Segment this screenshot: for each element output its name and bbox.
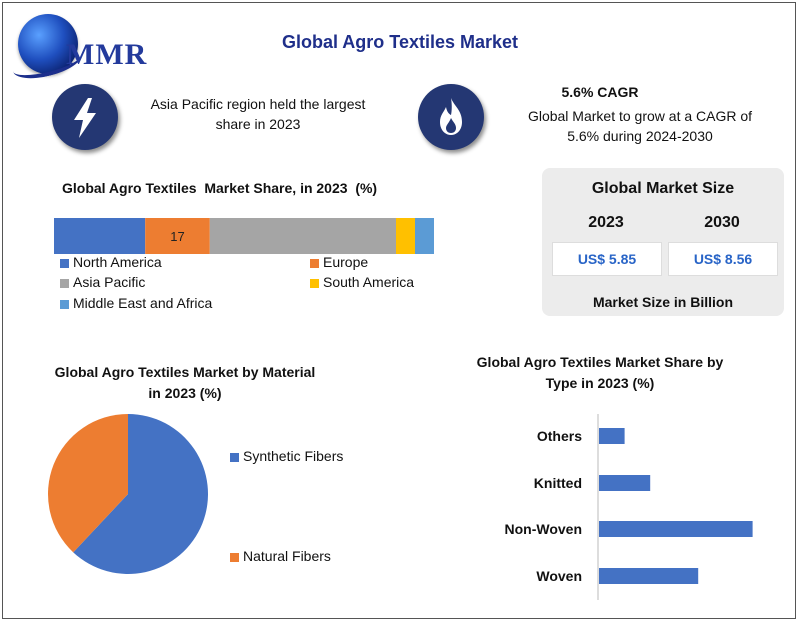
flame-icon	[418, 84, 484, 150]
stack-data-label: 17	[170, 229, 184, 244]
pie-slice-natural-fibers	[48, 414, 129, 553]
brand-logo-text: MMR	[66, 38, 148, 71]
region-share-title: Global Agro Textiles Market Share, in 20…	[62, 180, 378, 196]
legend-synthetic-fibers: Synthetic Fibers	[230, 448, 343, 464]
legend-mea: Middle East and Africa	[60, 295, 212, 311]
type-bar-woven	[599, 568, 699, 584]
page-title: Global Agro Textiles Market	[281, 32, 519, 52]
type-category-label: Others	[537, 428, 582, 444]
stack-segment-south-america	[396, 218, 415, 254]
type-bar-non-woven	[599, 521, 753, 537]
globe-logo-icon	[18, 14, 78, 74]
type-category-label: Non-Woven	[504, 521, 582, 537]
legend-europe: Europe	[310, 254, 368, 270]
highlight-region-text: Asia Pacific region held the largest sha…	[150, 96, 366, 132]
type-category-label: Knitted	[534, 475, 582, 491]
stack-segment-europe	[145, 218, 210, 254]
pie-slice-synthetic-fibers	[73, 414, 208, 574]
market-size-year-2023: 2023	[588, 214, 624, 231]
type-bar-others	[599, 428, 625, 444]
market-size-footer: Market Size in Billion	[592, 294, 734, 310]
type-chart-title: Global Agro Textiles Market Share by Typ…	[476, 354, 724, 391]
market-size-panel: Global Market Size 2023 2030 US$ 5.85 US…	[542, 168, 784, 316]
stack-segment-middle-east-and-africa	[415, 218, 434, 254]
lightning-icon	[52, 84, 118, 150]
legend-north-america: North America	[60, 254, 162, 270]
market-size-year-2030: 2030	[704, 214, 740, 231]
legend-swatch	[230, 552, 239, 562]
legend-swatch	[60, 278, 69, 288]
material-chart-title: Global Agro Textiles Market by Material …	[54, 364, 316, 401]
stack-segment-asia-pacific	[209, 218, 396, 254]
legend-asia-pacific: Asia Pacific	[60, 274, 145, 290]
stack-segment-north-america	[54, 218, 146, 254]
legend-swatch	[230, 452, 239, 462]
legend-swatch	[310, 258, 319, 268]
legend-swatch	[60, 258, 69, 268]
market-size-heading: Global Market Size	[591, 180, 735, 197]
type-bar-knitted	[599, 475, 651, 491]
cagr-text: Global Market to grow at a CAGR of 5.6% …	[527, 108, 753, 144]
legend-south-america: South America	[310, 274, 414, 290]
legend-swatch	[310, 278, 319, 288]
market-size-value-2030: US$ 8.56	[668, 242, 778, 276]
market-size-value-2023: US$ 5.85	[552, 242, 662, 276]
type-category-label: Woven	[536, 568, 582, 584]
legend-swatch	[60, 299, 69, 309]
legend-natural-fibers: Natural Fibers	[230, 548, 331, 564]
cagr-heading: 5.6% CAGR	[561, 84, 639, 100]
